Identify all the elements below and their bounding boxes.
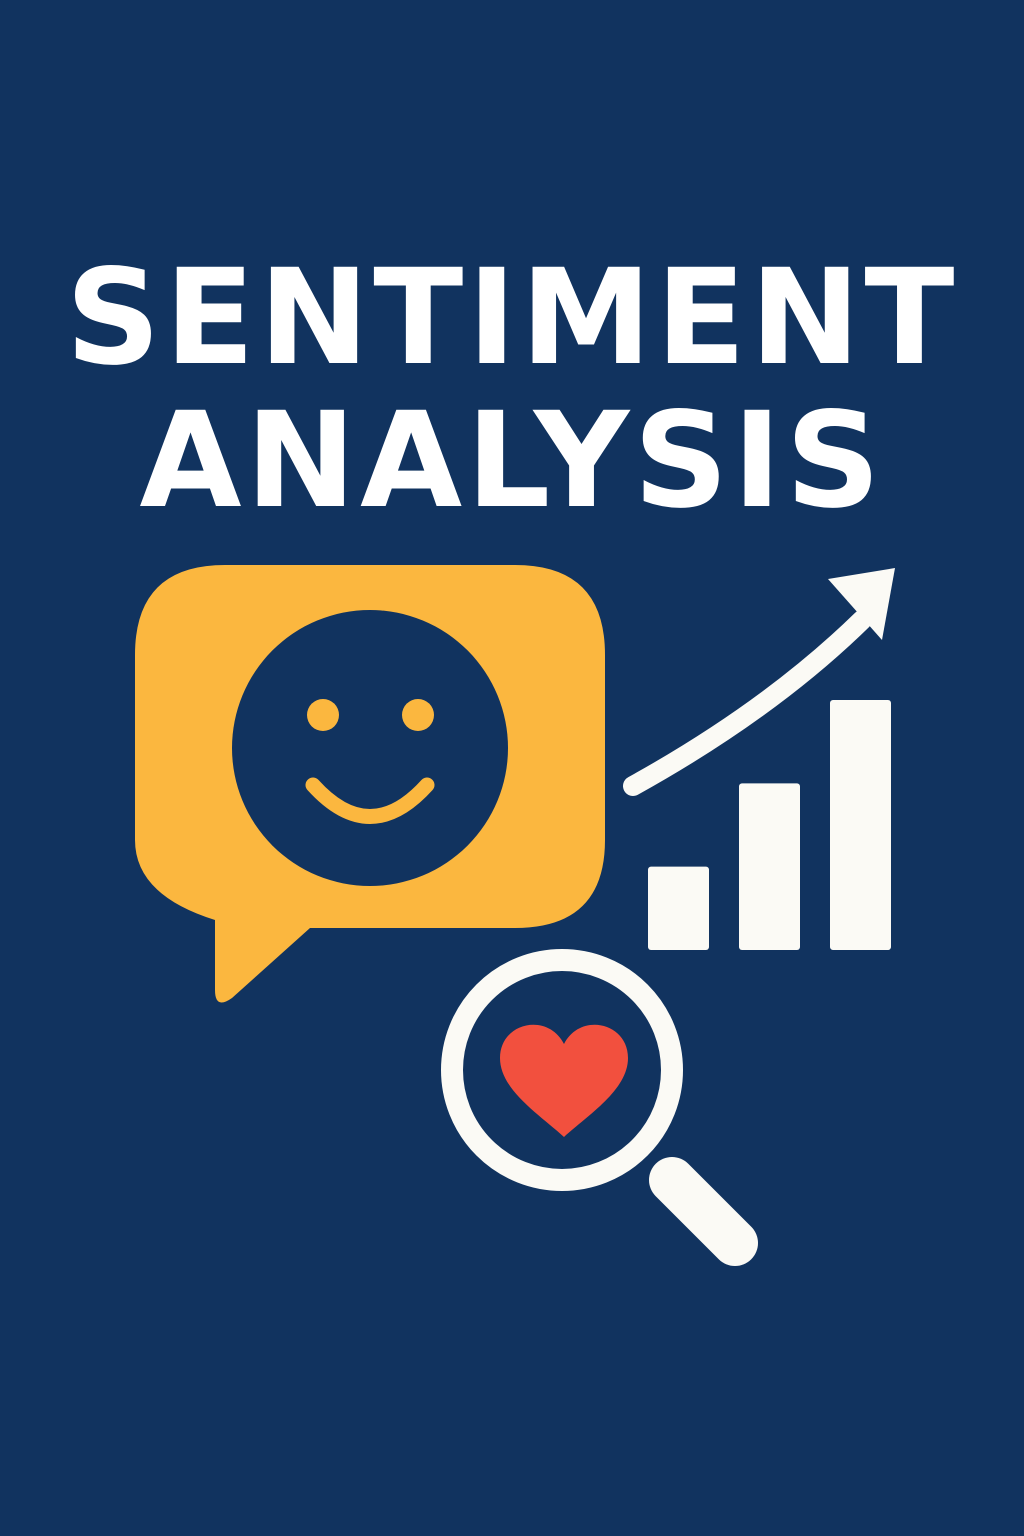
smiley-chat-bubble-icon (135, 565, 605, 1003)
magnifier-handle (649, 1157, 758, 1266)
bar-2 (739, 783, 800, 950)
smiley-mouth (305, 777, 435, 824)
smiley-right-eye (402, 699, 434, 731)
magnifier-lens-ring (441, 949, 683, 1191)
title-analysis: ANALYSIS (139, 384, 885, 538)
title-sentiment: SENTIMENT (65, 241, 959, 395)
bar-1 (648, 866, 709, 950)
smiley-face (232, 610, 508, 886)
smiley-left-eye (307, 699, 339, 731)
growth-arrow-head (828, 568, 895, 640)
growth-arrow-line (623, 610, 872, 796)
magnifying-glass-heart-icon (441, 949, 758, 1266)
bar-3 (830, 700, 891, 950)
bar-chart-icon (648, 700, 891, 950)
heart-icon (500, 1024, 628, 1137)
growth-arrow-icon (623, 568, 895, 796)
